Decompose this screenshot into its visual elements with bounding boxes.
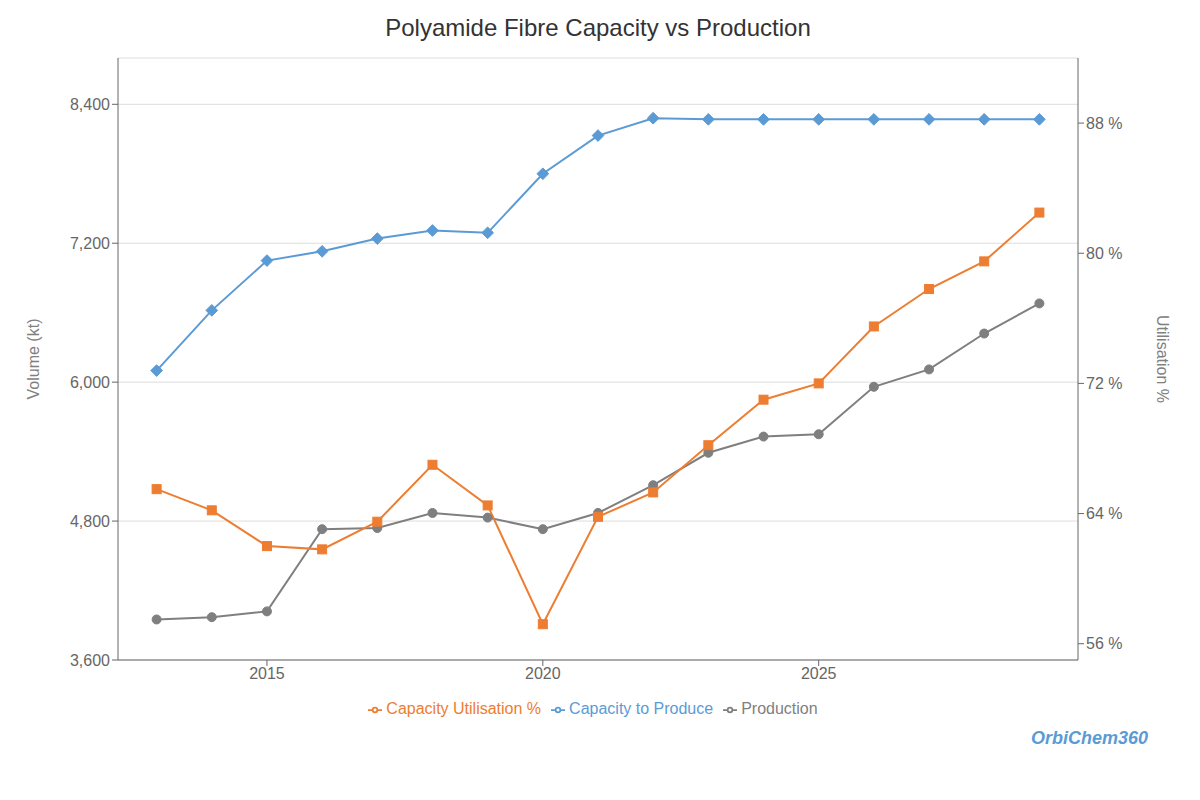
svg-text:7,200: 7,200 [70,235,110,252]
html-text:Polyamide Fibre Capacity vs Pr: Polyamide Fibre Capacity vs Production [385,14,811,41]
svg-text:8,400: 8,400 [70,96,110,113]
svg-text:80 %: 80 % [1086,245,1122,262]
html-text:Capacity Utilisation %: Capacity Utilisation % [386,700,542,717]
svg-text:72 %: 72 % [1086,375,1122,392]
svg-text:4,800: 4,800 [70,513,110,530]
html-text:Production: Production [741,700,818,717]
svg-text:2025: 2025 [801,665,837,682]
svg-text:64 %: 64 % [1086,505,1122,522]
html-text:Capacity to Produce: Capacity to Produce [569,700,714,717]
svg-text:56 %: 56 % [1086,635,1122,652]
html-text:OrbiChem360: OrbiChem360 [1031,728,1148,748]
svg-text:2020: 2020 [525,665,561,682]
svg-text:Utilisation %: Utilisation % [1154,315,1171,403]
svg-text:88 %: 88 % [1086,115,1122,132]
svg-text:3,600: 3,600 [70,652,110,669]
svg-text:Volume (kt): Volume (kt) [25,319,42,400]
svg-text:2015: 2015 [249,665,285,682]
svg-text:6,000: 6,000 [70,374,110,391]
